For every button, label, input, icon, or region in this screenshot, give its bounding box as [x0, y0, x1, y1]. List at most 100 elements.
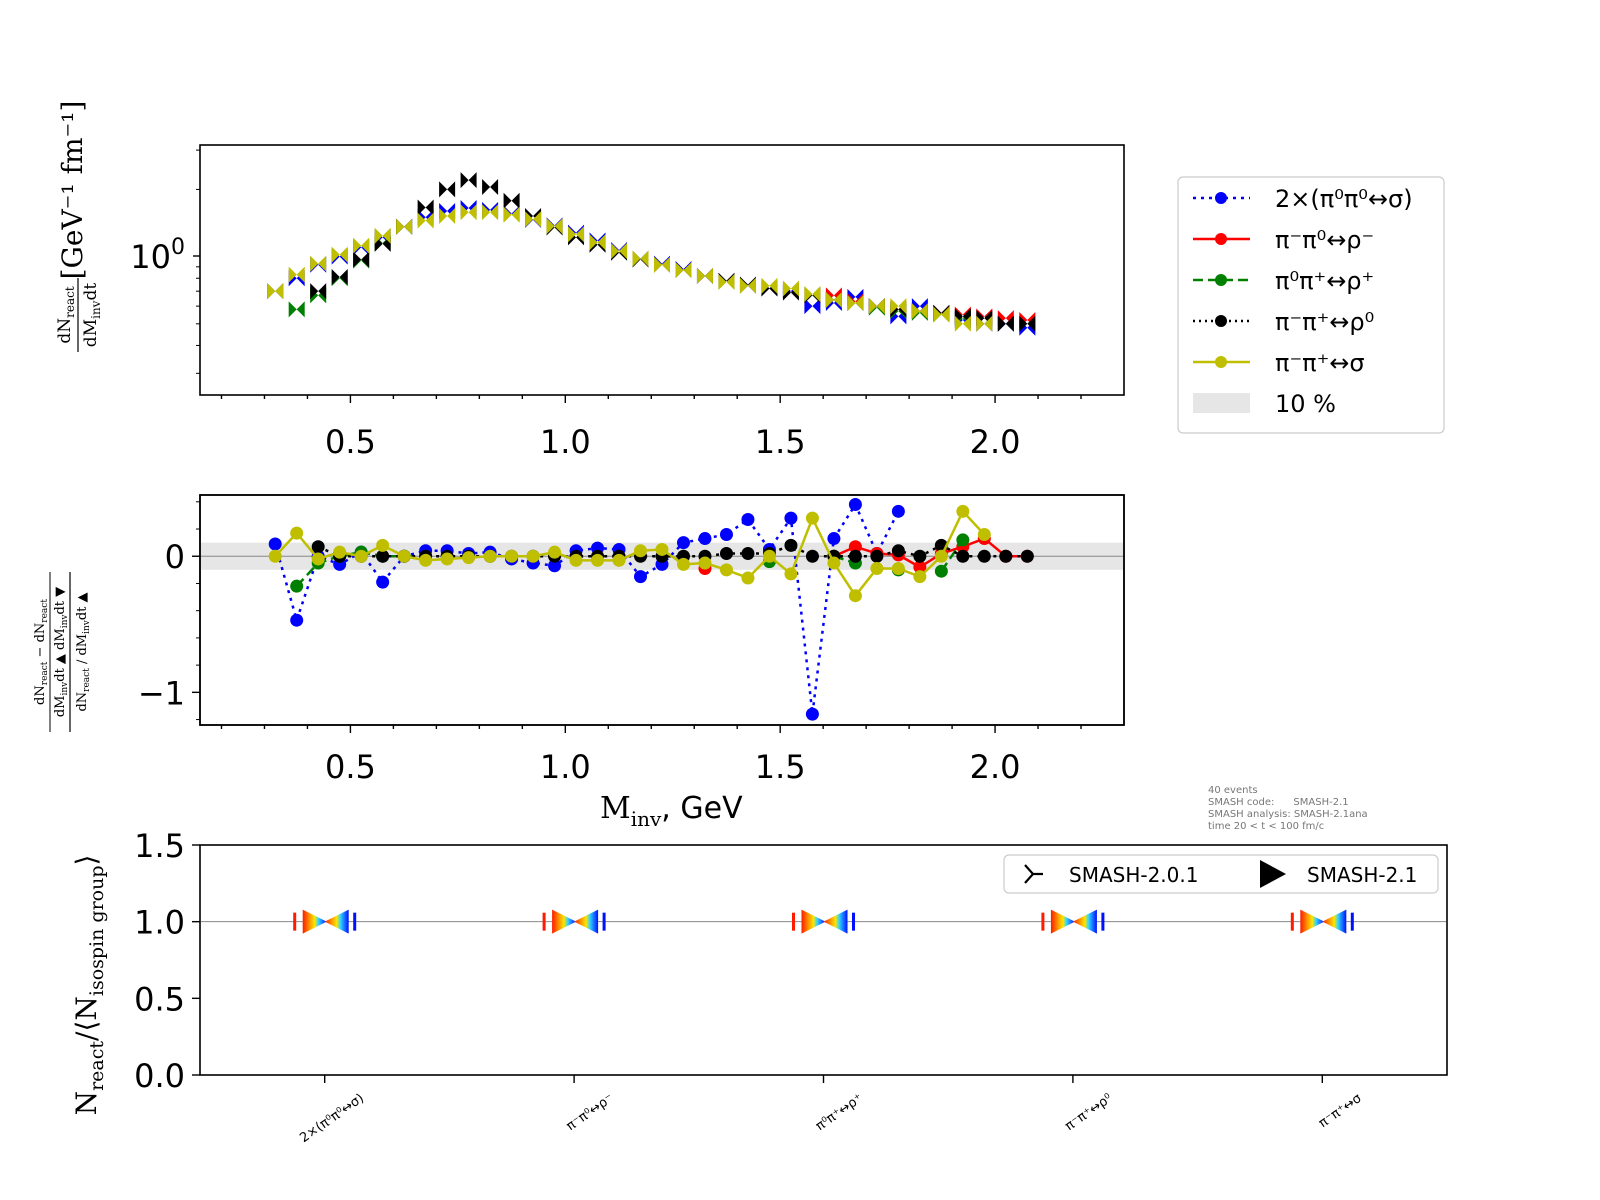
middle-point-sigma_pm	[440, 552, 454, 566]
top-ytick-label: 100	[130, 235, 185, 276]
legend-label-rho_minus: π⁻π⁰↔ρ⁻	[1275, 226, 1374, 254]
bottom-ratio-marker	[789, 909, 858, 934]
top-marker-sigma0	[804, 298, 821, 315]
top-marker-sigma_pm	[417, 212, 434, 229]
top-xtick-label: 0.5	[325, 423, 376, 461]
smash-2-0-1-marker-icon	[1024, 864, 1043, 884]
middle-point-rho0	[805, 549, 819, 563]
top-marker-sigma_pm	[696, 267, 713, 284]
top-marker-rho0	[997, 315, 1014, 332]
middle-point-sigma_pm	[397, 549, 411, 563]
top-marker-sigma_pm	[675, 262, 692, 279]
bottom-ytick-label: 0.0	[134, 1057, 185, 1095]
middle-point-sigma0	[741, 512, 755, 526]
bottom-xtick-label: π⁻π⁰↔ρ⁻	[564, 1091, 617, 1134]
version-legend: SMASH-2.0.1 SMASH-2.1	[1003, 854, 1439, 894]
middle-point-sigma_pm	[698, 556, 712, 570]
middle-point-rho_minus	[848, 540, 862, 554]
middle-point-sigma0	[784, 511, 798, 525]
top-marker-sigma_pm	[396, 218, 413, 235]
middle-point-rho0	[891, 544, 905, 558]
middle-point-rho0	[913, 549, 927, 563]
middle-point-sigma_pm	[827, 556, 841, 570]
top-marker-sigma_pm	[546, 218, 563, 235]
middle-point-sigma0	[827, 532, 841, 546]
middle-point-rho_minus	[913, 560, 927, 574]
top-marker-sigma_pm	[825, 291, 842, 308]
bottom-y-ticks: 0.0 0.5 1.0 1.5	[134, 827, 200, 1095]
middle-xtick-label: 1.5	[755, 748, 806, 786]
middle-point-sigma_pm	[891, 561, 905, 575]
top-marker-sigma_pm	[331, 246, 348, 263]
legend-band-swatch	[1193, 393, 1250, 413]
middle-point-sigma_pm	[268, 549, 282, 563]
middle-point-sigma0	[805, 707, 819, 721]
series-legend: 2×(π⁰π⁰↔σ) π⁻π⁰↔ρ⁻ π⁰π⁺↔ρ⁺ π⁻π⁺↔ρ⁰ π⁻π⁺↔σ 10 …	[1177, 176, 1445, 434]
middle-point-sigma_pm	[741, 571, 755, 585]
top-data-marks	[267, 172, 1036, 336]
legend-label-rho_plus: π⁰π⁺↔ρ⁺	[1275, 267, 1374, 295]
middle-point-rho0	[719, 547, 733, 561]
middle-point-rho0	[977, 549, 991, 563]
top-marker-sigma_pm	[525, 211, 542, 228]
bottom-panel: 0.0 0.5 1.0 1.5 2×(π⁰π⁰↔σ) π⁻π⁰↔ρ⁻ π⁰π⁺↔ρ⁺ π⁻π…	[70, 827, 1448, 1146]
top-marker-rho_plus	[288, 301, 305, 318]
middle-point-rho0	[956, 549, 970, 563]
top-marker-sigma_pm	[804, 285, 821, 302]
top-xtick-label: 1.5	[755, 423, 806, 461]
svg-text:dNreact − dNreact: dNreact − dNreact	[33, 599, 50, 705]
middle-point-sigma_pm	[848, 589, 862, 603]
middle-point-rho_plus	[934, 564, 948, 578]
top-marker-sigma_pm	[460, 204, 477, 221]
top-xtick-label: 2.0	[970, 423, 1021, 461]
top-marker-sigma_pm	[954, 315, 971, 332]
middle-point-sigma_pm	[655, 542, 669, 556]
middle-point-rho0	[311, 540, 325, 554]
top-marker-rho0	[417, 199, 434, 216]
middle-point-rho0	[848, 549, 862, 563]
top-plot-frame	[199, 144, 1125, 396]
middle-point-sigma0	[376, 575, 390, 589]
middle-point-sigma0	[290, 613, 304, 627]
middle-point-sigma_pm	[805, 511, 819, 525]
middle-panel: 0.5 1.0 1.5 2.0 0 −1 dNreact − dNreact dMinv…	[33, 494, 1125, 831]
bottom-ratio-marker	[540, 909, 609, 934]
middle-point-rho0	[741, 547, 755, 561]
annotation-line: time 20 < t < 100 fm/c	[1208, 821, 1324, 832]
top-marker-rho0	[503, 192, 520, 209]
svg-text:dNreact: dNreact	[55, 286, 77, 343]
middle-ytick-label: −1	[138, 674, 185, 712]
bottom-ratio-marker	[1288, 909, 1357, 934]
top-marker-sigma_pm	[847, 294, 864, 311]
top-marker-rho0	[353, 251, 370, 268]
top-marker-rho0	[460, 172, 477, 189]
middle-point-sigma_pm	[333, 545, 347, 559]
middle-point-sigma_pm	[462, 551, 476, 565]
middle-point-sigma0	[848, 498, 862, 512]
middle-ytick-label: 0	[165, 538, 185, 576]
svg-text:dNreact / dMinvdt ▲: dNreact / dMinvdt ▲	[75, 592, 92, 711]
middle-point-sigma_pm	[548, 545, 562, 559]
middle-point-sigma0	[548, 559, 562, 573]
middle-point-sigma_pm	[311, 552, 325, 566]
top-marker-sigma_pm	[611, 242, 628, 259]
run-info-annotation: 40 events SMASH code: SMASH-2.1 SMASH an…	[1208, 785, 1368, 832]
annotation-line: SMASH analysis: SMASH-2.1ana	[1208, 809, 1368, 820]
top-marker-sigma_pm	[482, 204, 499, 221]
top-marker-sigma_pm	[589, 234, 606, 251]
legend-marker-rho_plus	[1215, 274, 1227, 286]
top-panel: 0.5 1.0 1.5 2.0 100 dNreact dMinvdt [GeV⁻¹ …	[55, 101, 1125, 461]
middle-x-ticks: 0.5 1.0 1.5 2.0	[220, 725, 1082, 786]
legend-marker-rho_minus	[1215, 233, 1227, 245]
top-marker-sigma_pm	[439, 208, 456, 225]
middle-series-sigma_pm	[268, 504, 991, 603]
bottom-ratio-marker	[1038, 909, 1107, 934]
top-marker-sigma_pm	[654, 256, 670, 273]
middle-point-sigma_pm	[676, 557, 690, 571]
legend-label-sigma0: 2×(π⁰π⁰↔σ)	[1275, 185, 1413, 213]
middle-point-sigma_pm	[870, 561, 884, 575]
middle-point-sigma_pm	[483, 549, 497, 563]
top-marker-sigma_pm	[632, 250, 649, 267]
bottom-ratio-marker	[290, 909, 359, 934]
middle-point-rho0	[376, 549, 390, 563]
